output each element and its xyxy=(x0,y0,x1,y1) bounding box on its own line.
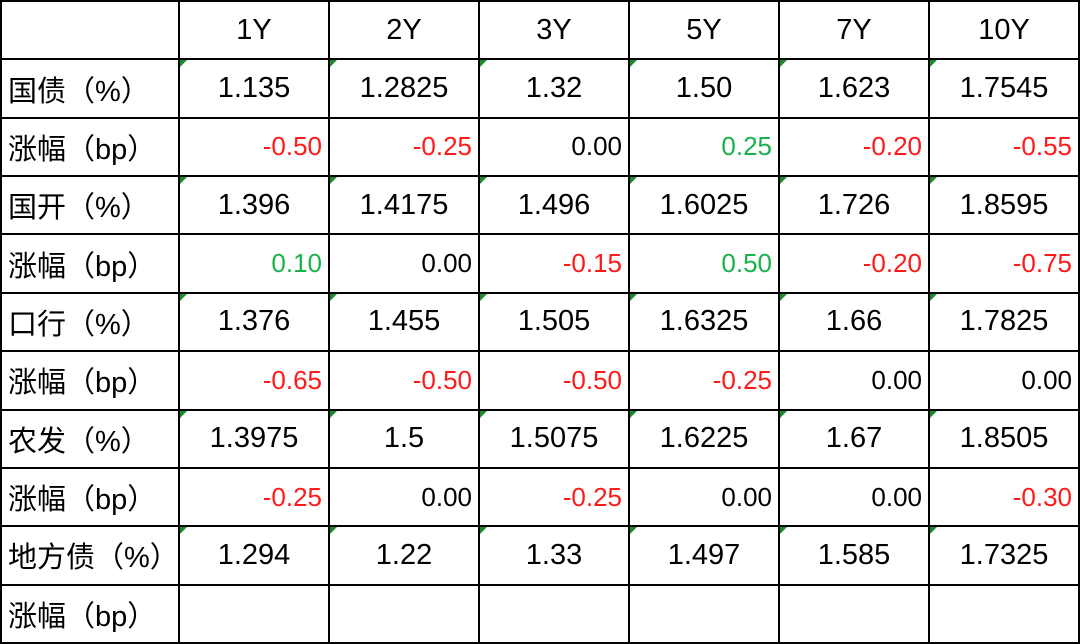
column-header: 2Y xyxy=(328,0,480,61)
yield-cell: 1.455 xyxy=(328,291,480,353)
column-header: 1Y xyxy=(178,0,330,61)
change-cell: -0.75 xyxy=(928,233,1080,294)
row-label: 国债（%） xyxy=(0,58,180,119)
empty-cell xyxy=(178,583,330,644)
row-label: 涨幅（bp） xyxy=(0,466,180,528)
yield-cell: 1.50 xyxy=(628,58,780,119)
yield-cell: 1.726 xyxy=(778,175,930,236)
change-row: 涨幅（bp） 0.10 0.00 -0.15 0.50 -0.20 -0.75 xyxy=(0,233,1080,294)
column-header: 10Y xyxy=(928,0,1080,61)
yield-cell: 1.623 xyxy=(778,58,930,119)
header-row: 1Y 2Y 3Y 5Y 7Y 10Y xyxy=(0,0,1080,61)
yield-row: 地方债（%） 1.294 1.22 1.33 1.497 1.585 1.7325 xyxy=(0,525,1080,586)
row-label: 涨幅（bp） xyxy=(0,233,180,294)
change-cell: -0.25 xyxy=(628,350,780,411)
yield-cell: 1.32 xyxy=(478,58,630,119)
row-label: 口行（%） xyxy=(0,291,180,353)
yield-cell: 1.6225 xyxy=(628,408,780,469)
yield-cell: 1.497 xyxy=(628,525,780,586)
empty-cell xyxy=(328,583,480,644)
yield-cell: 1.67 xyxy=(778,408,930,469)
yield-cell: 1.7545 xyxy=(928,58,1080,119)
yield-cell: 1.6325 xyxy=(628,291,780,353)
yield-cell: 1.22 xyxy=(328,525,480,586)
change-cell: 0.00 xyxy=(328,466,480,528)
change-cell: -0.15 xyxy=(478,233,630,294)
yield-cell: 1.135 xyxy=(178,58,330,119)
empty-cell xyxy=(778,583,930,644)
yield-cell: 1.396 xyxy=(178,175,330,236)
row-label: 农发（%） xyxy=(0,408,180,469)
change-cell: -0.25 xyxy=(478,466,630,528)
yield-cell: 1.8595 xyxy=(928,175,1080,236)
change-cell: 0.10 xyxy=(178,233,330,294)
yield-row: 口行（%） 1.376 1.455 1.505 1.6325 1.66 1.7825 xyxy=(0,291,1080,353)
change-cell: -0.50 xyxy=(478,350,630,411)
corner-cell xyxy=(0,0,180,61)
yield-cell: 1.4175 xyxy=(328,175,480,236)
yield-cell: 1.376 xyxy=(178,291,330,353)
column-header: 3Y xyxy=(478,0,630,61)
column-header: 5Y xyxy=(628,0,780,61)
change-row: 涨幅（bp） -0.25 0.00 -0.25 0.00 0.00 -0.30 xyxy=(0,466,1080,528)
row-label: 地方债（%） xyxy=(0,525,180,586)
yield-cell: 1.7825 xyxy=(928,291,1080,353)
yield-cell: 1.5 xyxy=(328,408,480,469)
change-cell: 0.00 xyxy=(778,350,930,411)
yield-row: 国开（%） 1.396 1.4175 1.496 1.6025 1.726 1.8595 xyxy=(0,175,1080,236)
yield-cell: 1.585 xyxy=(778,525,930,586)
change-cell: -0.20 xyxy=(778,116,930,178)
row-label: 涨幅（bp） xyxy=(0,583,180,644)
yield-cell: 1.505 xyxy=(478,291,630,353)
change-cell: -0.25 xyxy=(328,116,480,178)
change-row: 涨幅（bp） -0.50 -0.25 0.00 0.25 -0.20 -0.55 xyxy=(0,116,1080,178)
row-label: 涨幅（bp） xyxy=(0,350,180,411)
change-cell: 0.00 xyxy=(928,350,1080,411)
row-label: 涨幅（bp） xyxy=(0,116,180,178)
change-row: 涨幅（bp） xyxy=(0,583,1080,644)
empty-cell xyxy=(478,583,630,644)
yield-cell: 1.66 xyxy=(778,291,930,353)
column-header: 7Y xyxy=(778,0,930,61)
yield-cell: 1.496 xyxy=(478,175,630,236)
yield-cell: 1.33 xyxy=(478,525,630,586)
yield-cell: 1.2825 xyxy=(328,58,480,119)
empty-cell xyxy=(928,583,1080,644)
change-cell: -0.50 xyxy=(328,350,480,411)
yield-cell: 1.3975 xyxy=(178,408,330,469)
change-cell: 0.00 xyxy=(778,466,930,528)
change-cell: 0.00 xyxy=(328,233,480,294)
change-cell: -0.20 xyxy=(778,233,930,294)
yield-cell: 1.5075 xyxy=(478,408,630,469)
change-cell: -0.55 xyxy=(928,116,1080,178)
change-row: 涨幅（bp） -0.65 -0.50 -0.50 -0.25 0.00 0.00 xyxy=(0,350,1080,411)
yield-cell: 1.7325 xyxy=(928,525,1080,586)
row-label: 国开（%） xyxy=(0,175,180,236)
change-cell: -0.25 xyxy=(178,466,330,528)
change-cell: 0.50 xyxy=(628,233,780,294)
yield-row: 国债（%） 1.135 1.2825 1.32 1.50 1.623 1.7545 xyxy=(0,58,1080,119)
yield-cell: 1.294 xyxy=(178,525,330,586)
change-cell: 0.00 xyxy=(628,466,780,528)
empty-cell xyxy=(628,583,780,644)
yield-row: 农发（%） 1.3975 1.5 1.5075 1.6225 1.67 1.8505 xyxy=(0,408,1080,469)
yield-cell: 1.8505 xyxy=(928,408,1080,469)
change-cell: 0.00 xyxy=(478,116,630,178)
change-cell: -0.50 xyxy=(178,116,330,178)
change-cell: 0.25 xyxy=(628,116,780,178)
change-cell: -0.65 xyxy=(178,350,330,411)
yield-cell: 1.6025 xyxy=(628,175,780,236)
change-cell: -0.30 xyxy=(928,466,1080,528)
